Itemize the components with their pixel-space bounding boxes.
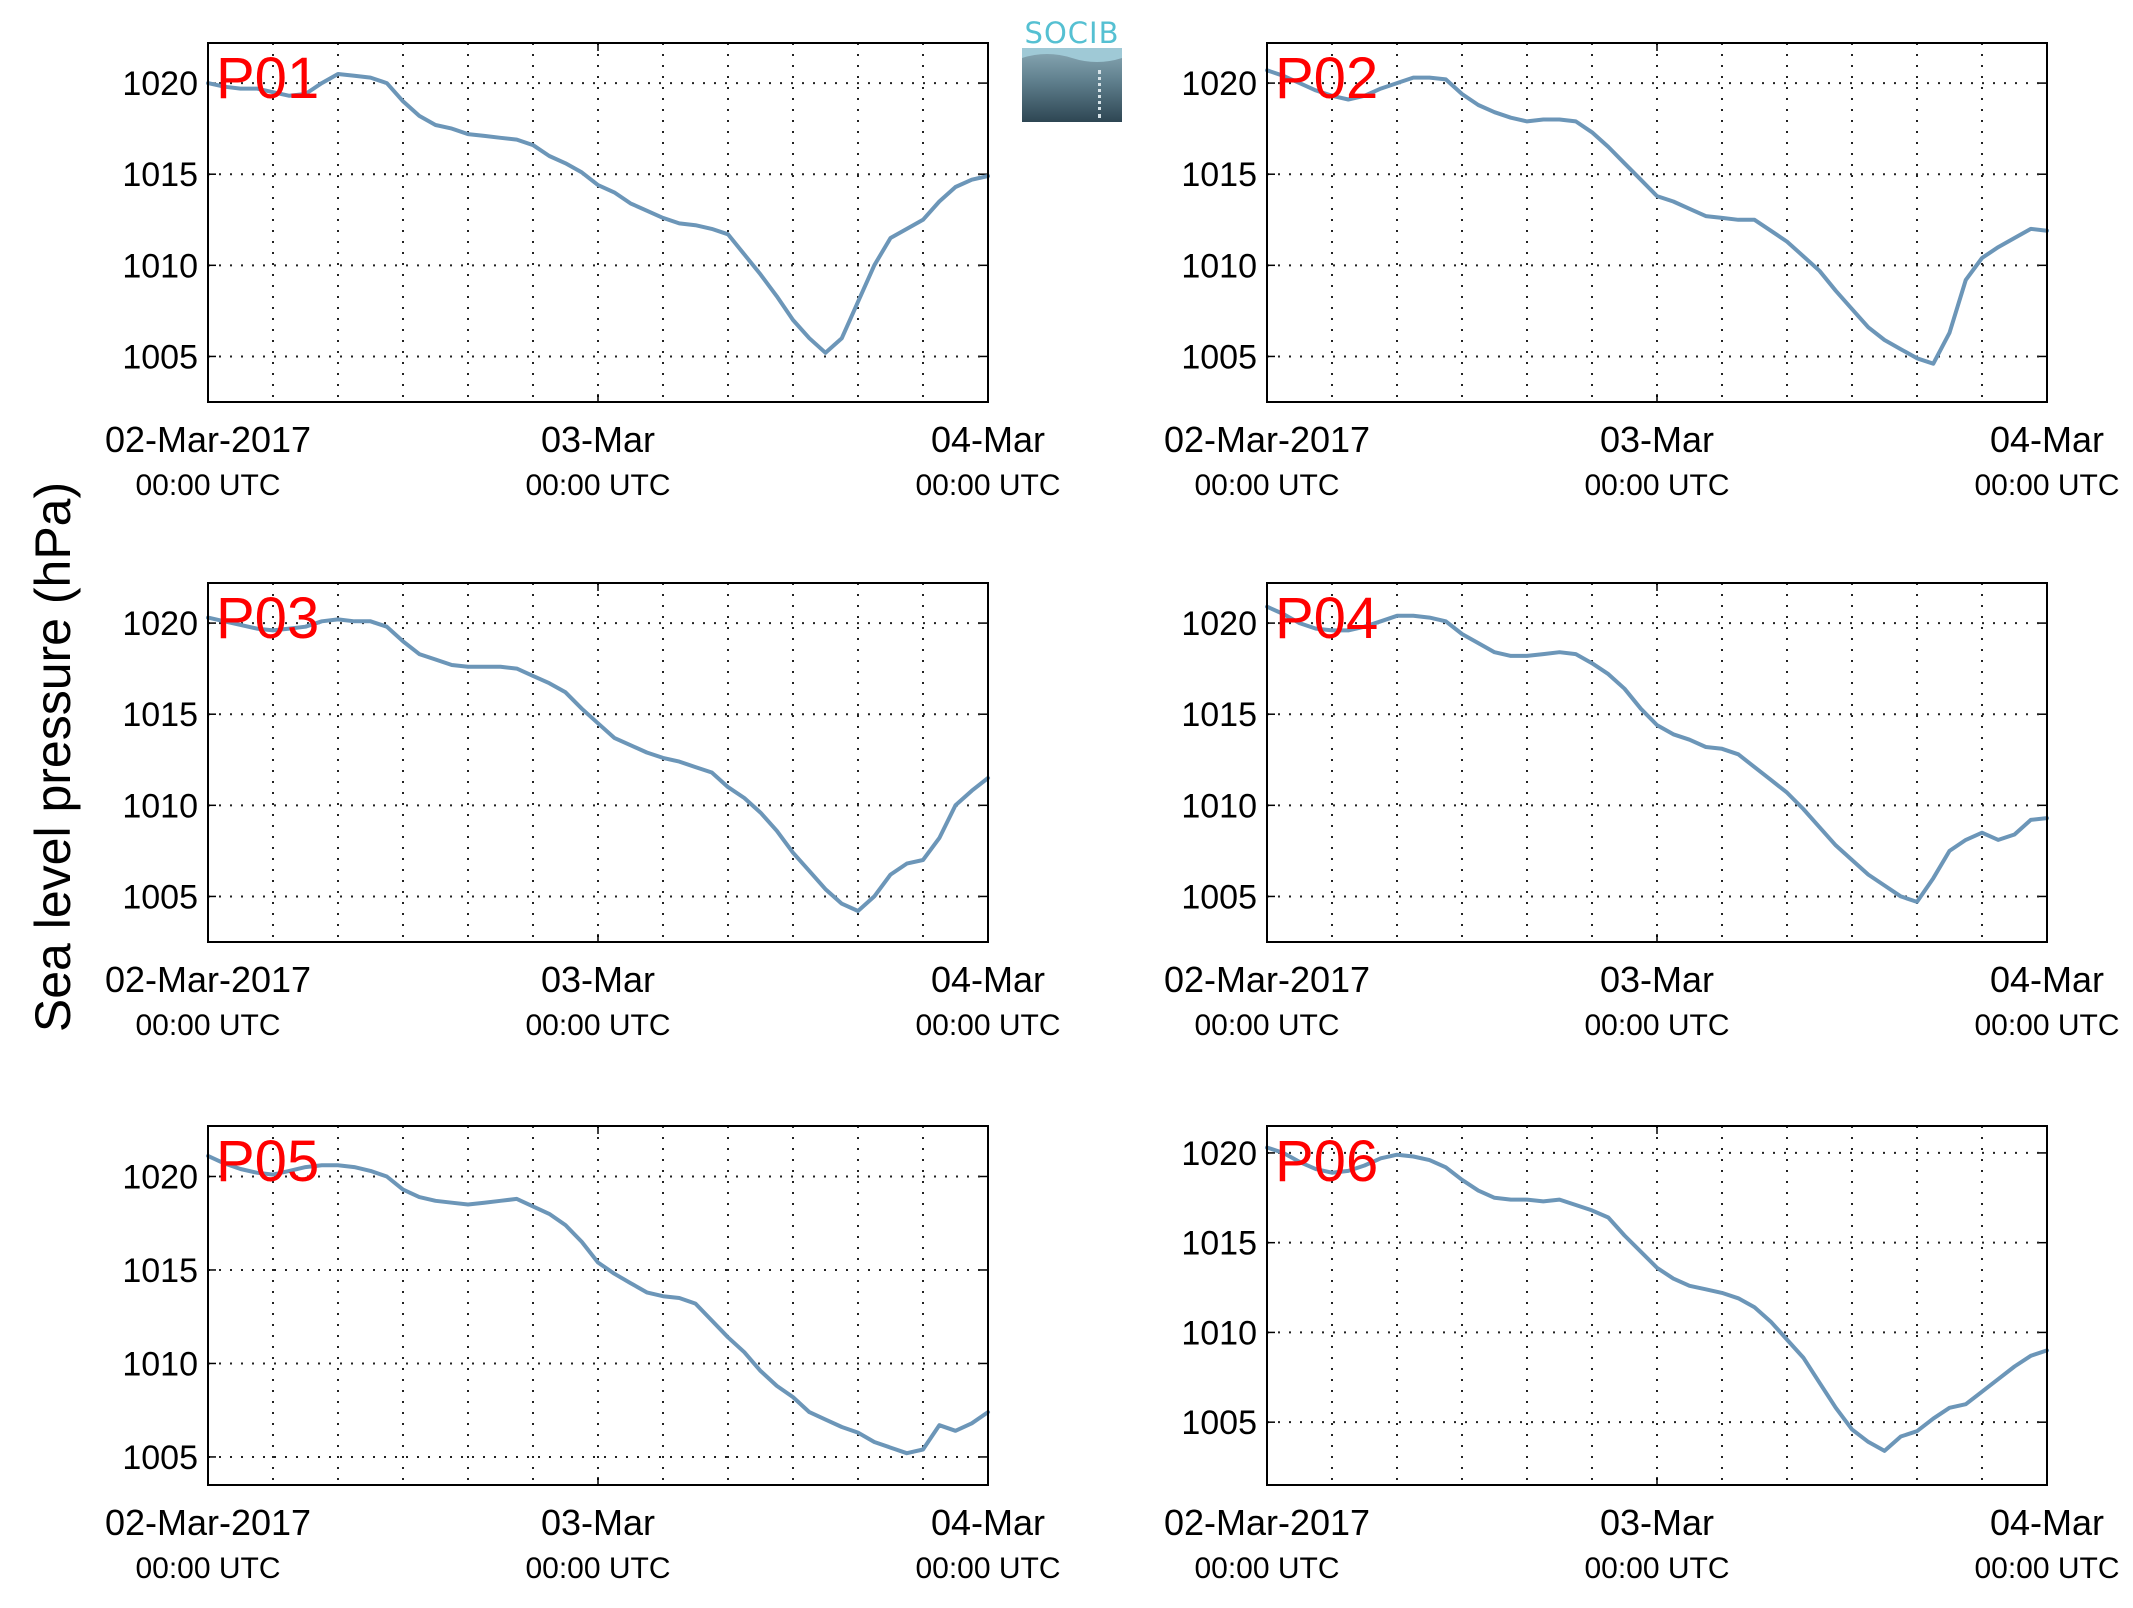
y-tick-label: 1010 [122, 787, 198, 825]
y-tick-label: 1020 [122, 65, 198, 103]
x-tick-label-time: 00:00 UTC [915, 1009, 1060, 1042]
x-tick-label-date: 03-Mar [1600, 959, 1714, 1000]
series-line [206, 615, 990, 913]
panel-title: P04 [1275, 586, 1378, 651]
x-tick-label-time: 00:00 UTC [915, 1552, 1060, 1585]
socib-logo: SOCIB [1022, 18, 1122, 122]
y-tick-label: 1005 [122, 878, 198, 916]
axes-frame [207, 582, 989, 943]
x-tick-label-date: 04-Mar [1990, 1502, 2104, 1543]
x-tick-label-time: 00:00 UTC [135, 1009, 280, 1042]
x-tick-label-date: 02-Mar-2017 [105, 419, 311, 460]
x-tick-label-date: 04-Mar [1990, 419, 2104, 460]
x-tick-label-date: 02-Mar-2017 [105, 959, 311, 1000]
y-tick-label: 1020 [1181, 65, 1257, 103]
y-tick-label: 1010 [1181, 787, 1257, 825]
logo-dots [1098, 70, 1101, 118]
y-tick-label: 1020 [1181, 1135, 1257, 1173]
y-tick-label: 1020 [122, 605, 198, 643]
series-line [206, 72, 990, 355]
x-tick-label-date: 03-Mar [1600, 1502, 1714, 1543]
x-tick-label-date: 03-Mar [541, 1502, 655, 1543]
x-tick-label-time: 00:00 UTC [135, 1552, 280, 1585]
x-tick-label-time: 00:00 UTC [1194, 469, 1339, 502]
series-line [1265, 604, 2049, 904]
panel-title: P02 [1275, 46, 1378, 111]
logo-wave-icon [1022, 48, 1122, 62]
y-tick-label: 1005 [1181, 878, 1257, 916]
x-tick-label-date: 02-Mar-2017 [1164, 959, 1370, 1000]
series-line [206, 1153, 990, 1456]
y-tick-label: 1015 [1181, 1225, 1257, 1263]
x-tick-label-date: 02-Mar-2017 [105, 1502, 311, 1543]
y-tick-label: 1010 [122, 1345, 198, 1383]
x-tick-label-date: 03-Mar [1600, 419, 1714, 460]
x-tick-label-date: 02-Mar-2017 [1164, 419, 1370, 460]
x-tick-label-time: 00:00 UTC [1974, 1009, 2119, 1042]
series-line [1265, 68, 2049, 366]
axes-frame [1266, 42, 2048, 403]
panel-3: 1005 1010 1015 1020 02-Mar-2017 00:00 UTC 03-M… [105, 582, 1061, 1042]
panel-1: 1005 1010 1015 1020 02-Mar-2017 00:00 UTC 03-M… [105, 42, 1061, 502]
x-tick-label-time: 00:00 UTC [1584, 1009, 1729, 1042]
panel-title: P01 [216, 46, 319, 111]
x-tick-label-date: 03-Mar [541, 419, 655, 460]
panel-title: P05 [216, 1129, 319, 1194]
y-tick-label: 1020 [122, 1158, 198, 1196]
socib-logo-text: SOCIB [1024, 16, 1120, 50]
x-tick-label-time: 00:00 UTC [1974, 469, 2119, 502]
x-tick-label-date: 04-Mar [931, 1502, 1045, 1543]
x-tick-label-time: 00:00 UTC [1974, 1552, 2119, 1585]
y-tick-label: 1020 [1181, 605, 1257, 643]
y-tick-label: 1010 [1181, 1314, 1257, 1352]
y-tick-label: 1015 [122, 1252, 198, 1290]
axes-frame [207, 1125, 989, 1486]
x-tick-label-time: 00:00 UTC [1194, 1009, 1339, 1042]
x-tick-label-time: 00:00 UTC [525, 1552, 670, 1585]
y-tick-label: 1010 [1181, 247, 1257, 285]
y-tick-label: 1005 [122, 1439, 198, 1477]
panel-title: P06 [1275, 1129, 1378, 1194]
x-tick-label-time: 00:00 UTC [135, 469, 280, 502]
x-tick-label-date: 02-Mar-2017 [1164, 1502, 1370, 1543]
y-tick-label: 1015 [1181, 156, 1257, 194]
panel-4: 1005 1010 1015 1020 02-Mar-2017 00:00 UTC 03-M… [1164, 582, 2120, 1042]
y-tick-label: 1005 [1181, 338, 1257, 376]
y-tick-label: 1010 [122, 247, 198, 285]
y-tick-label: 1015 [1181, 696, 1257, 734]
x-tick-label-time: 00:00 UTC [525, 1009, 670, 1042]
axes-frame [1266, 582, 2048, 943]
panel-2: 1005 1010 1015 1020 02-Mar-2017 00:00 UTC 03-M… [1164, 42, 2120, 502]
x-tick-label-time: 00:00 UTC [1194, 1552, 1339, 1585]
y-tick-label: 1015 [122, 696, 198, 734]
panel-title: P03 [216, 586, 319, 651]
x-tick-label-time: 00:00 UTC [1584, 1552, 1729, 1585]
series-line [1265, 1145, 2049, 1453]
y-tick-label: 1005 [1181, 1404, 1257, 1442]
axes-frame [1266, 1125, 2048, 1486]
x-tick-label-date: 04-Mar [931, 959, 1045, 1000]
axes-frame [207, 42, 989, 403]
x-tick-label-date: 04-Mar [1990, 959, 2104, 1000]
x-tick-label-time: 00:00 UTC [525, 469, 670, 502]
x-tick-label-date: 04-Mar [931, 419, 1045, 460]
x-tick-label-time: 00:00 UTC [915, 469, 1060, 502]
panel-5: 1005 1010 1015 1020 02-Mar-2017 00:00 UTC 03-M… [105, 1125, 1061, 1585]
x-tick-label-time: 00:00 UTC [1584, 469, 1729, 502]
x-tick-label-date: 03-Mar [541, 959, 655, 1000]
y-axis-label: Sea level pressure (hPa) [25, 482, 81, 1032]
y-tick-label: 1015 [122, 156, 198, 194]
y-tick-label: 1005 [122, 338, 198, 376]
panel-6: 1005 1010 1015 1020 02-Mar-2017 00:00 UTC 03-M… [1164, 1125, 2120, 1585]
